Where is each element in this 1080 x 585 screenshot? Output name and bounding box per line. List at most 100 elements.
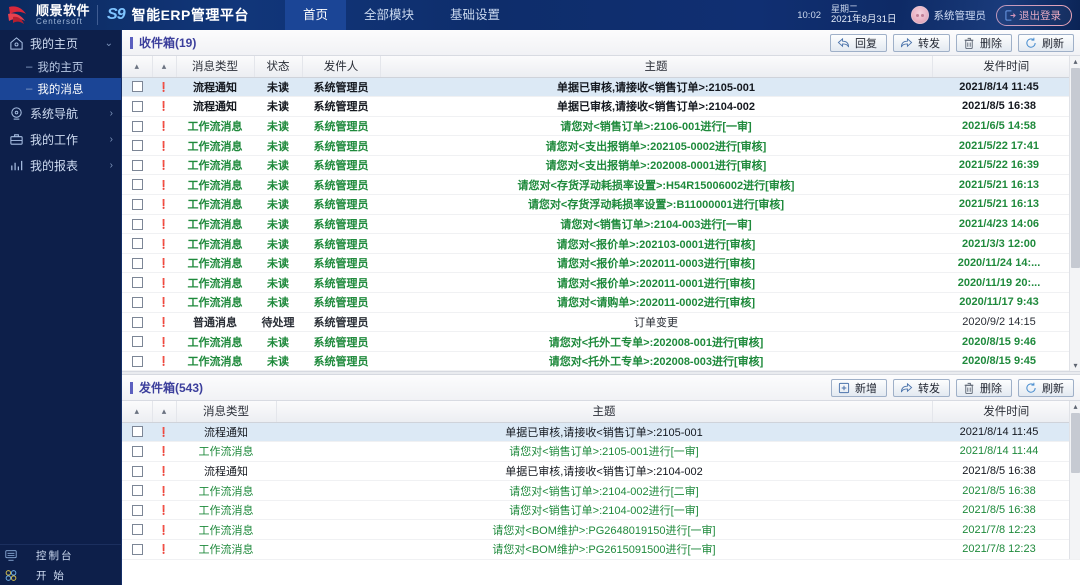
table-row[interactable]: ❗ 流程通知 单据已审核,请接收<销售订单>:2105-001 2021/8/14 1… xyxy=(122,422,1080,443)
outbox-forward-button[interactable]: 转发 xyxy=(893,378,950,397)
row-checkbox-cell[interactable] xyxy=(122,135,152,156)
table-row[interactable]: ❗ 工作流消息 未读 系统管理员 请您对<支出报销单>:202105-0002进行[审核… xyxy=(122,135,1080,156)
row-checkbox-cell[interactable] xyxy=(122,331,152,352)
inbox-forward-button[interactable]: 转发 xyxy=(893,33,950,52)
row-checkbox-cell[interactable] xyxy=(122,312,152,333)
table-row[interactable]: ❗ 工作流消息 未读 系统管理员 请您对<销售订单>:2106-001进行[一审] 202… xyxy=(122,116,1080,137)
scroll-up-icon[interactable]: ▴ xyxy=(1073,57,1078,66)
table-row[interactable]: ❗ 工作流消息 未读 系统管理员 请您对<报价单>:202103-0001进行[审核] 2… xyxy=(122,233,1080,254)
row-checkbox-cell[interactable] xyxy=(122,500,152,521)
row-checkbox[interactable] xyxy=(131,485,143,497)
row-flag-cell[interactable]: ❗ xyxy=(152,500,176,521)
row-checkbox[interactable] xyxy=(131,238,143,250)
table-row[interactable]: ❗ 工作流消息 未读 系统管理员 请您对<托外工专单>:202008-001进行[审核]… xyxy=(122,331,1080,352)
row-checkbox[interactable] xyxy=(131,257,143,269)
row-checkbox[interactable] xyxy=(131,524,143,536)
row-checkbox-cell[interactable] xyxy=(122,253,152,274)
row-flag-cell[interactable]: ❗ xyxy=(152,312,176,333)
row-checkbox[interactable] xyxy=(131,218,143,230)
row-checkbox[interactable] xyxy=(131,355,143,367)
scroll-up-icon[interactable]: ▴ xyxy=(1073,402,1078,411)
row-checkbox-cell[interactable] xyxy=(122,96,152,117)
outbox-col-type[interactable]: 消息类型 xyxy=(176,401,277,423)
outbox-col-flag[interactable]: ▴ xyxy=(152,401,177,423)
inbox-col-select[interactable]: ▴ xyxy=(122,56,153,78)
row-checkbox-cell[interactable] xyxy=(122,539,152,560)
table-row[interactable]: ❗ 工作流消息 未读 系统管理员 请您对<销售订单>:2104-003进行[一审] 202… xyxy=(122,214,1080,235)
inbox-col-sender[interactable]: 发件人 xyxy=(302,56,381,78)
row-checkbox-cell[interactable] xyxy=(122,194,152,215)
table-row[interactable]: ❗ 流程通知 未读 系统管理员 单据已审核,请接收<销售订单>:2104-002 2021… xyxy=(122,96,1080,117)
row-checkbox-cell[interactable] xyxy=(122,174,152,196)
row-checkbox[interactable] xyxy=(131,100,143,112)
sidebar-item-my-work[interactable]: 我的工作 › xyxy=(0,126,121,152)
row-checkbox-cell[interactable] xyxy=(122,292,152,313)
row-checkbox[interactable] xyxy=(131,179,143,191)
row-checkbox[interactable] xyxy=(131,159,143,171)
row-checkbox[interactable] xyxy=(131,445,143,457)
row-flag-cell[interactable]: ❗ xyxy=(152,292,176,313)
table-row[interactable]: ❗ 流程通知 未读 系统管理员 单据已审核,请接收<销售订单>:2105-001 2021… xyxy=(122,77,1080,98)
row-flag-cell[interactable]: ❗ xyxy=(152,519,176,541)
row-flag-cell[interactable]: ❗ xyxy=(152,194,176,215)
logout-button[interactable]: 退出登录 xyxy=(996,4,1072,26)
nav-item-all-modules[interactable]: 全部模块 xyxy=(364,8,415,22)
row-checkbox[interactable] xyxy=(131,316,143,328)
inbox-reply-button[interactable]: 回复 xyxy=(830,33,887,52)
outbox-col-time[interactable]: 发件时间 xyxy=(932,401,1080,423)
row-flag-cell[interactable]: ❗ xyxy=(152,253,176,274)
row-checkbox-cell[interactable] xyxy=(122,233,152,254)
row-checkbox-cell[interactable] xyxy=(122,422,152,443)
table-row[interactable]: ❗ 工作流消息 未读 系统管理员 请您对<托外工专单>:202008-003进行[审核]… xyxy=(122,351,1080,372)
outbox-scrollbar[interactable]: ▴ xyxy=(1069,401,1080,559)
row-checkbox[interactable] xyxy=(131,465,143,477)
row-flag-cell[interactable]: ❗ xyxy=(152,116,176,137)
row-checkbox-cell[interactable] xyxy=(122,155,152,176)
row-checkbox-cell[interactable] xyxy=(122,272,152,294)
inbox-scrollbar[interactable]: ▴ ▾ xyxy=(1069,56,1080,371)
outbox-add-button[interactable]: 新增 xyxy=(831,378,887,397)
table-row[interactable]: ❗ 工作流消息 请您对<销售订单>:2104-002进行[一审] 2021/8/5 1… xyxy=(122,500,1080,521)
row-flag-cell[interactable]: ❗ xyxy=(152,77,176,98)
sidebar-subitem-my-homepage[interactable]: – 我的主页 xyxy=(0,56,121,78)
row-checkbox-cell[interactable] xyxy=(122,77,152,98)
row-checkbox[interactable] xyxy=(131,277,143,289)
row-flag-cell[interactable]: ❗ xyxy=(152,155,176,176)
table-row[interactable]: ❗ 工作流消息 未读 系统管理员 请您对<报价单>:202011-0003进行[审核] 2… xyxy=(122,253,1080,274)
outbox-delete-button[interactable]: 删除 xyxy=(956,378,1012,397)
nav-item-home[interactable]: 首页 xyxy=(285,0,347,30)
row-flag-cell[interactable]: ❗ xyxy=(152,214,176,235)
row-checkbox[interactable] xyxy=(131,120,143,132)
row-checkbox-cell[interactable] xyxy=(122,116,152,137)
start-button[interactable]: 开 始 xyxy=(0,565,122,585)
row-flag-cell[interactable]: ❗ xyxy=(152,331,176,352)
inbox-scroll-thumb[interactable] xyxy=(1071,68,1080,268)
inbox-col-subject[interactable]: 主题 xyxy=(380,56,933,78)
avatar[interactable] xyxy=(910,6,929,24)
row-checkbox[interactable] xyxy=(131,504,143,516)
row-checkbox[interactable] xyxy=(131,81,143,93)
sidebar-item-my-reports[interactable]: 我的报表 › xyxy=(0,152,121,178)
table-row[interactable]: ❗ 工作流消息 未读 系统管理员 请您对<存货浮动耗损率设置>:H54R15006002… xyxy=(122,174,1080,196)
row-checkbox[interactable] xyxy=(131,198,143,210)
row-checkbox-cell[interactable] xyxy=(122,461,152,482)
row-flag-cell[interactable]: ❗ xyxy=(152,174,176,196)
row-checkbox[interactable] xyxy=(131,336,143,348)
inbox-col-flag[interactable]: ▴ xyxy=(152,56,177,78)
row-flag-cell[interactable]: ❗ xyxy=(152,441,176,462)
table-row[interactable]: ❗ 工作流消息 未读 系统管理员 请您对<请购单>:202011-0002进行[审核] 2… xyxy=(122,292,1080,313)
row-flag-cell[interactable]: ❗ xyxy=(152,422,176,443)
table-row[interactable]: ❗ 流程通知 单据已审核,请接收<销售订单>:2104-002 2021/8/5 16… xyxy=(122,461,1080,482)
row-checkbox-cell[interactable] xyxy=(122,480,152,501)
inbox-col-type[interactable]: 消息类型 xyxy=(176,56,255,78)
scroll-down-icon[interactable]: ▾ xyxy=(1073,361,1078,370)
inbox-col-time[interactable]: 发件时间 xyxy=(932,56,1080,78)
row-checkbox-cell[interactable] xyxy=(122,214,152,235)
table-row[interactable]: ❗ 普通消息 待处理 系统管理员 订单变更 2020/9/2 14:15 xyxy=(122,312,1080,333)
row-flag-cell[interactable]: ❗ xyxy=(152,233,176,254)
table-row[interactable]: ❗ 工作流消息 未读 系统管理员 请您对<支出报销单>:202008-0001进行[审核… xyxy=(122,155,1080,176)
row-checkbox-cell[interactable] xyxy=(122,441,152,462)
outbox-scroll-thumb[interactable] xyxy=(1071,413,1080,473)
brand-logo[interactable]: 顺景软件 Centersoft S9 智能ERP管理平台 xyxy=(0,0,285,30)
inbox-delete-button[interactable]: 删除 xyxy=(956,33,1012,52)
